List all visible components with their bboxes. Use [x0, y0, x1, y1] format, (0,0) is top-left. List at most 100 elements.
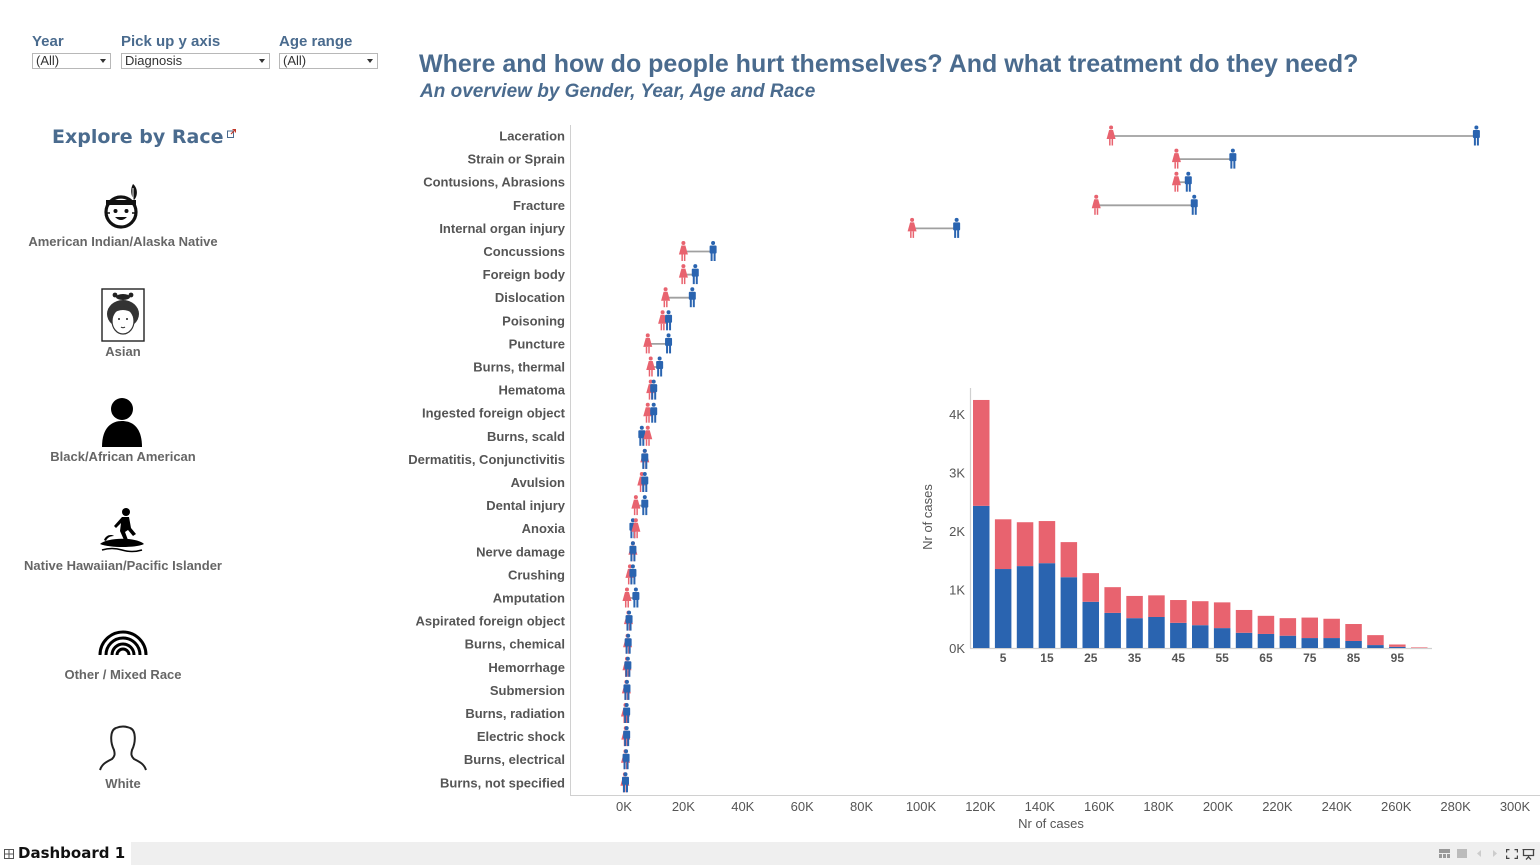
male-figure-icon[interactable] — [629, 564, 637, 585]
bar-segment-female[interactable] — [1038, 521, 1056, 564]
bar-segment-female[interactable] — [1257, 615, 1275, 634]
male-figure-icon[interactable] — [641, 472, 649, 492]
bar-segment-male[interactable] — [1104, 612, 1121, 648]
male-figure-icon[interactable] — [623, 703, 631, 723]
age-bar[interactable] — [1301, 617, 1319, 648]
male-figure-icon[interactable] — [665, 333, 673, 354]
bar-segment-female[interactable] — [1323, 618, 1340, 639]
bar-segment-female[interactable] — [1279, 618, 1297, 636]
male-figure-icon[interactable] — [709, 241, 717, 261]
age-bar[interactable] — [1367, 635, 1384, 648]
female-figure-icon[interactable] — [643, 333, 653, 354]
age-bar[interactable] — [1257, 615, 1275, 648]
year-dropdown[interactable]: (All) — [32, 53, 111, 69]
male-figure-icon[interactable] — [691, 264, 699, 285]
age-bar[interactable] — [1323, 618, 1340, 648]
race-american-indian[interactable]: American Indian/Alaska Native — [0, 182, 246, 249]
bar-segment-male[interactable] — [973, 505, 990, 648]
male-figure-icon[interactable] — [632, 587, 640, 608]
race-asian[interactable]: Asian — [0, 288, 246, 359]
bar-segment-female[interactable] — [994, 519, 1012, 570]
bar-segment-male[interactable] — [1389, 646, 1406, 648]
female-figure-icon[interactable] — [646, 356, 656, 377]
female-figure-icon[interactable] — [907, 217, 917, 238]
bar-segment-female[interactable] — [1016, 522, 1034, 567]
y-axis-dropdown[interactable]: Diagnosis — [121, 53, 270, 69]
male-figure-icon[interactable] — [624, 656, 632, 677]
bar-segment-male[interactable] — [1323, 638, 1340, 648]
bar-segment-female[interactable] — [973, 399, 990, 506]
sheet-sorter-icon[interactable] — [1439, 849, 1450, 858]
male-figure-icon[interactable] — [621, 772, 629, 793]
bar-segment-male[interactable] — [1126, 618, 1143, 648]
age-bar[interactable] — [1192, 601, 1209, 648]
bar-segment-female[interactable] — [1170, 600, 1187, 623]
female-figure-icon[interactable] — [643, 402, 653, 423]
bar-segment-female[interactable] — [1301, 617, 1319, 639]
presentation-icon[interactable] — [1522, 849, 1535, 860]
male-figure-icon[interactable] — [1190, 194, 1198, 215]
age-bar[interactable] — [1126, 595, 1143, 648]
bar-segment-male[interactable] — [1082, 601, 1100, 648]
male-figure-icon[interactable] — [656, 356, 664, 377]
bar-segment-male[interactable] — [1038, 563, 1056, 648]
age-bar[interactable] — [1213, 602, 1231, 648]
bar-segment-female[interactable] — [1126, 595, 1143, 619]
bar-segment-male[interactable] — [1148, 616, 1165, 648]
race-other-mixed[interactable]: Other / Mixed Race — [0, 615, 246, 682]
age-bar[interactable] — [1148, 595, 1165, 648]
age-bar[interactable] — [1279, 618, 1297, 648]
male-figure-icon[interactable] — [624, 633, 632, 654]
age-bar[interactable] — [1411, 647, 1428, 648]
male-figure-icon[interactable] — [623, 726, 631, 747]
female-figure-icon[interactable] — [1171, 148, 1181, 169]
bar-segment-female[interactable] — [1148, 595, 1165, 617]
bar-segment-male[interactable] — [1367, 645, 1384, 648]
bar-segment-male[interactable] — [1170, 622, 1187, 648]
race-white[interactable]: White — [0, 724, 246, 791]
filmstrip-icon[interactable] — [1457, 849, 1467, 858]
female-figure-icon[interactable] — [622, 587, 632, 608]
female-figure-icon[interactable] — [631, 518, 641, 539]
age-bar[interactable] — [994, 519, 1012, 648]
bar-segment-female[interactable] — [1192, 601, 1209, 626]
bar-segment-male[interactable] — [1257, 633, 1275, 648]
race-native-hawaiian[interactable]: Native Hawaiian/Pacific Islander — [0, 506, 246, 573]
age-bar[interactable] — [973, 399, 990, 648]
bar-segment-female[interactable] — [1345, 624, 1362, 641]
male-figure-icon[interactable] — [953, 217, 961, 238]
prev-arrow-icon[interactable] — [1476, 849, 1482, 858]
female-figure-icon[interactable] — [1171, 171, 1181, 192]
age-bar[interactable] — [1235, 609, 1253, 648]
age-range-dropdown[interactable]: (All) — [279, 53, 378, 69]
female-figure-icon[interactable] — [1091, 194, 1101, 215]
male-figure-icon[interactable] — [629, 541, 637, 562]
age-bar[interactable] — [1170, 600, 1187, 648]
bar-segment-female[interactable] — [1389, 644, 1406, 647]
male-figure-icon[interactable] — [650, 379, 658, 400]
male-figure-icon[interactable] — [1229, 148, 1237, 169]
male-figure-icon[interactable] — [638, 425, 646, 446]
tab-dashboard-1[interactable]: Dashboard 1 — [0, 842, 132, 865]
race-black-african-american[interactable]: Black/African American — [0, 397, 246, 464]
female-figure-icon[interactable] — [678, 264, 688, 285]
age-bar[interactable] — [1060, 542, 1078, 648]
male-figure-icon[interactable] — [1472, 125, 1480, 146]
bar-segment-male[interactable] — [1213, 628, 1231, 648]
female-figure-icon[interactable] — [658, 310, 668, 331]
female-figure-icon[interactable] — [643, 425, 653, 446]
bar-segment-male[interactable] — [1192, 625, 1209, 648]
fullscreen-icon[interactable] — [1506, 849, 1518, 859]
bar-segment-male[interactable] — [1235, 632, 1253, 648]
bar-segment-female[interactable] — [1367, 635, 1384, 646]
female-figure-icon[interactable] — [678, 241, 688, 261]
male-figure-icon[interactable] — [625, 610, 633, 631]
bar-segment-male[interactable] — [1301, 638, 1319, 648]
next-arrow-icon[interactable] — [1492, 849, 1498, 858]
bar-segment-female[interactable] — [1060, 542, 1078, 578]
age-bar[interactable] — [1389, 644, 1406, 648]
bar-segment-male[interactable] — [1016, 566, 1034, 648]
age-bar[interactable] — [1016, 522, 1034, 648]
bar-segment-female[interactable] — [1235, 609, 1253, 633]
male-figure-icon[interactable] — [641, 495, 649, 516]
